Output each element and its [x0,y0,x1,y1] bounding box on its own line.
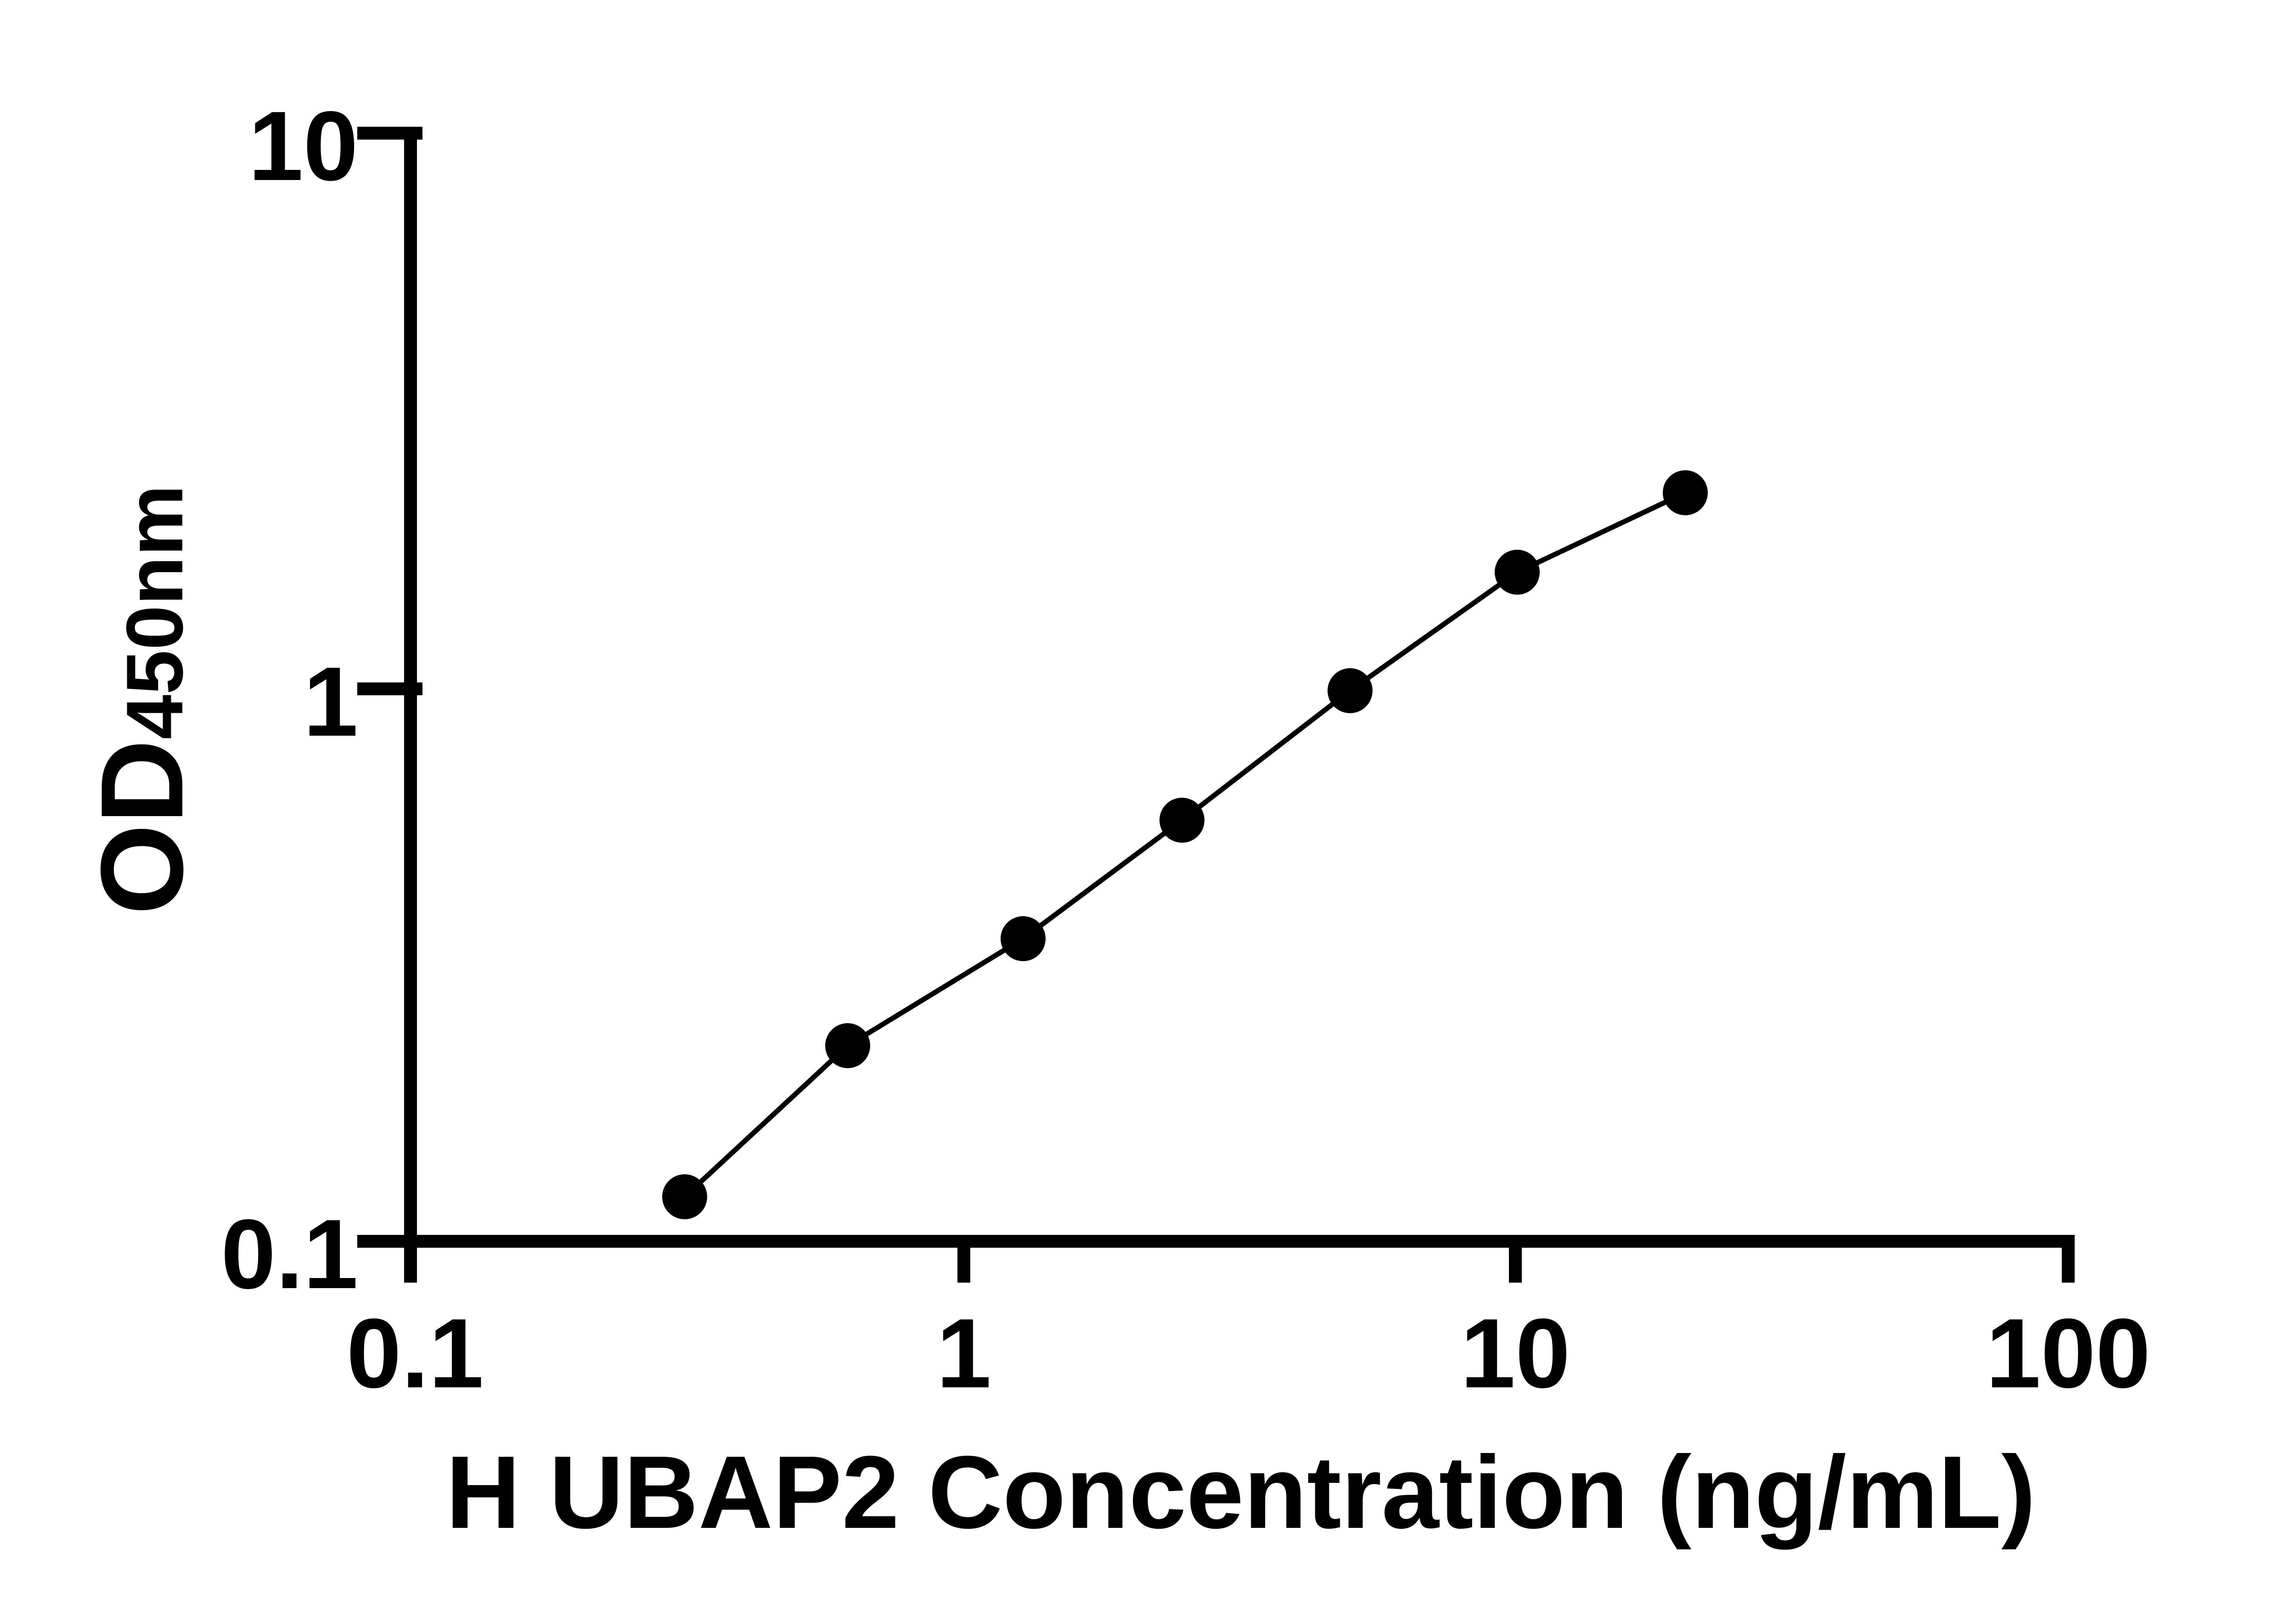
svg-text:100: 100 [1986,1298,2151,1408]
svg-text:10: 10 [248,90,358,201]
svg-text:0.1: 0.1 [347,1298,484,1408]
svg-text:1: 1 [936,1298,991,1408]
svg-text:H UBAP2 Concentration (ng/mL): H UBAP2 Concentration (ng/mL) [446,1434,2036,1550]
svg-text:10: 10 [1460,1298,1570,1408]
svg-text:1: 1 [303,646,358,757]
svg-text:0.1: 0.1 [221,1199,358,1309]
